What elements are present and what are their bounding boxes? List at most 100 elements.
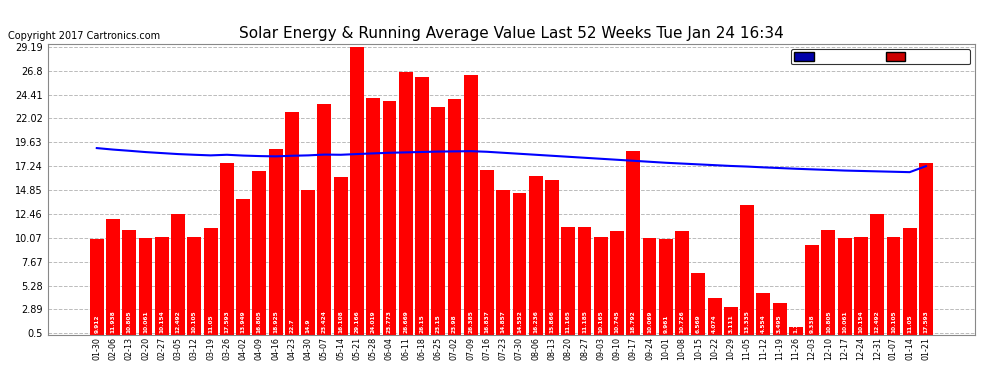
- Text: 15.866: 15.866: [549, 310, 554, 333]
- Text: 10.154: 10.154: [159, 310, 164, 333]
- Text: 22.7: 22.7: [289, 318, 294, 333]
- Bar: [513, 193, 527, 338]
- Text: 9.338: 9.338: [810, 314, 815, 333]
- Bar: [545, 180, 559, 338]
- Text: 23.98: 23.98: [452, 314, 457, 333]
- Text: 9.912: 9.912: [94, 314, 99, 333]
- Text: 10.805: 10.805: [127, 310, 132, 333]
- Bar: [577, 226, 591, 338]
- Text: 26.669: 26.669: [403, 310, 408, 333]
- Bar: [171, 214, 185, 338]
- Title: Solar Energy & Running Average Value Last 52 Weeks Tue Jan 24 16:34: Solar Energy & Running Average Value Las…: [239, 26, 784, 41]
- Text: 14.857: 14.857: [501, 310, 506, 333]
- Bar: [301, 189, 315, 338]
- Bar: [382, 101, 396, 338]
- Text: 10.105: 10.105: [192, 310, 197, 333]
- Bar: [594, 237, 608, 338]
- Text: 18.792: 18.792: [631, 310, 636, 333]
- Bar: [886, 237, 900, 338]
- Bar: [691, 273, 705, 338]
- Bar: [708, 298, 722, 338]
- Bar: [627, 151, 641, 338]
- Bar: [724, 307, 738, 338]
- Bar: [838, 238, 851, 338]
- Text: 10.105: 10.105: [891, 310, 896, 333]
- Text: 12.492: 12.492: [175, 310, 180, 333]
- Text: 10.745: 10.745: [615, 310, 620, 333]
- Text: 10.726: 10.726: [679, 310, 684, 333]
- Bar: [399, 72, 413, 338]
- Text: 1.111: 1.111: [793, 314, 798, 333]
- Text: 23.15: 23.15: [436, 314, 441, 333]
- Bar: [252, 171, 266, 338]
- Text: 4.074: 4.074: [712, 314, 717, 333]
- Bar: [415, 77, 429, 338]
- Bar: [432, 107, 446, 338]
- Bar: [139, 238, 152, 338]
- Text: 14.552: 14.552: [517, 310, 522, 333]
- Text: 23.773: 23.773: [387, 310, 392, 333]
- Bar: [123, 230, 137, 338]
- Bar: [204, 228, 218, 338]
- Bar: [447, 99, 461, 338]
- Text: 10.154: 10.154: [858, 310, 863, 333]
- Text: 11.05: 11.05: [907, 314, 912, 333]
- Bar: [480, 170, 494, 338]
- Bar: [741, 205, 754, 338]
- Text: 16.108: 16.108: [339, 310, 344, 333]
- Text: Copyright 2017 Cartronics.com: Copyright 2017 Cartronics.com: [8, 32, 160, 41]
- Text: 10.069: 10.069: [647, 310, 652, 333]
- Bar: [903, 228, 917, 338]
- Bar: [822, 230, 836, 338]
- Text: 10.165: 10.165: [598, 310, 603, 333]
- Bar: [659, 239, 673, 338]
- Text: 10.061: 10.061: [842, 310, 847, 333]
- Text: 18.925: 18.925: [273, 310, 278, 333]
- Bar: [805, 245, 819, 338]
- Text: 3.111: 3.111: [729, 314, 734, 333]
- Text: 11.185: 11.185: [582, 310, 587, 333]
- Text: 23.424: 23.424: [322, 310, 327, 333]
- Text: 11.165: 11.165: [565, 310, 571, 333]
- Bar: [366, 99, 380, 338]
- Text: 14.9: 14.9: [306, 318, 311, 333]
- Text: 9.961: 9.961: [663, 314, 668, 333]
- Bar: [773, 303, 786, 338]
- Legend: Average ($), Weekly ($): Average ($), Weekly ($): [791, 49, 970, 64]
- Bar: [561, 227, 575, 338]
- Text: 29.166: 29.166: [354, 310, 359, 333]
- Bar: [106, 219, 120, 338]
- Bar: [529, 176, 543, 338]
- Text: 3.495: 3.495: [777, 314, 782, 333]
- Bar: [789, 327, 803, 338]
- Bar: [643, 238, 656, 338]
- Bar: [268, 149, 282, 338]
- Bar: [90, 239, 104, 338]
- Text: 4.554: 4.554: [761, 314, 766, 333]
- Bar: [285, 112, 299, 338]
- Text: 16.236: 16.236: [534, 310, 539, 333]
- Bar: [318, 104, 332, 338]
- Text: 24.019: 24.019: [370, 310, 375, 333]
- Bar: [154, 237, 168, 338]
- Text: 17.593: 17.593: [225, 310, 230, 333]
- Bar: [237, 199, 250, 338]
- Text: 16.837: 16.837: [484, 310, 489, 333]
- Text: 11.05: 11.05: [208, 314, 213, 333]
- Text: 13.949: 13.949: [241, 310, 246, 333]
- Bar: [350, 47, 364, 338]
- Bar: [610, 231, 624, 338]
- Bar: [919, 163, 933, 338]
- Text: 17.593: 17.593: [924, 310, 929, 333]
- Text: 26.385: 26.385: [468, 310, 473, 333]
- Text: 6.569: 6.569: [696, 314, 701, 333]
- Text: 16.805: 16.805: [256, 310, 262, 333]
- Text: 10.805: 10.805: [826, 310, 831, 333]
- Text: 11.938: 11.938: [111, 310, 116, 333]
- Bar: [220, 163, 234, 338]
- Bar: [756, 293, 770, 338]
- Bar: [496, 190, 510, 338]
- Text: 12.492: 12.492: [875, 310, 880, 333]
- Bar: [334, 177, 347, 338]
- Bar: [463, 75, 477, 338]
